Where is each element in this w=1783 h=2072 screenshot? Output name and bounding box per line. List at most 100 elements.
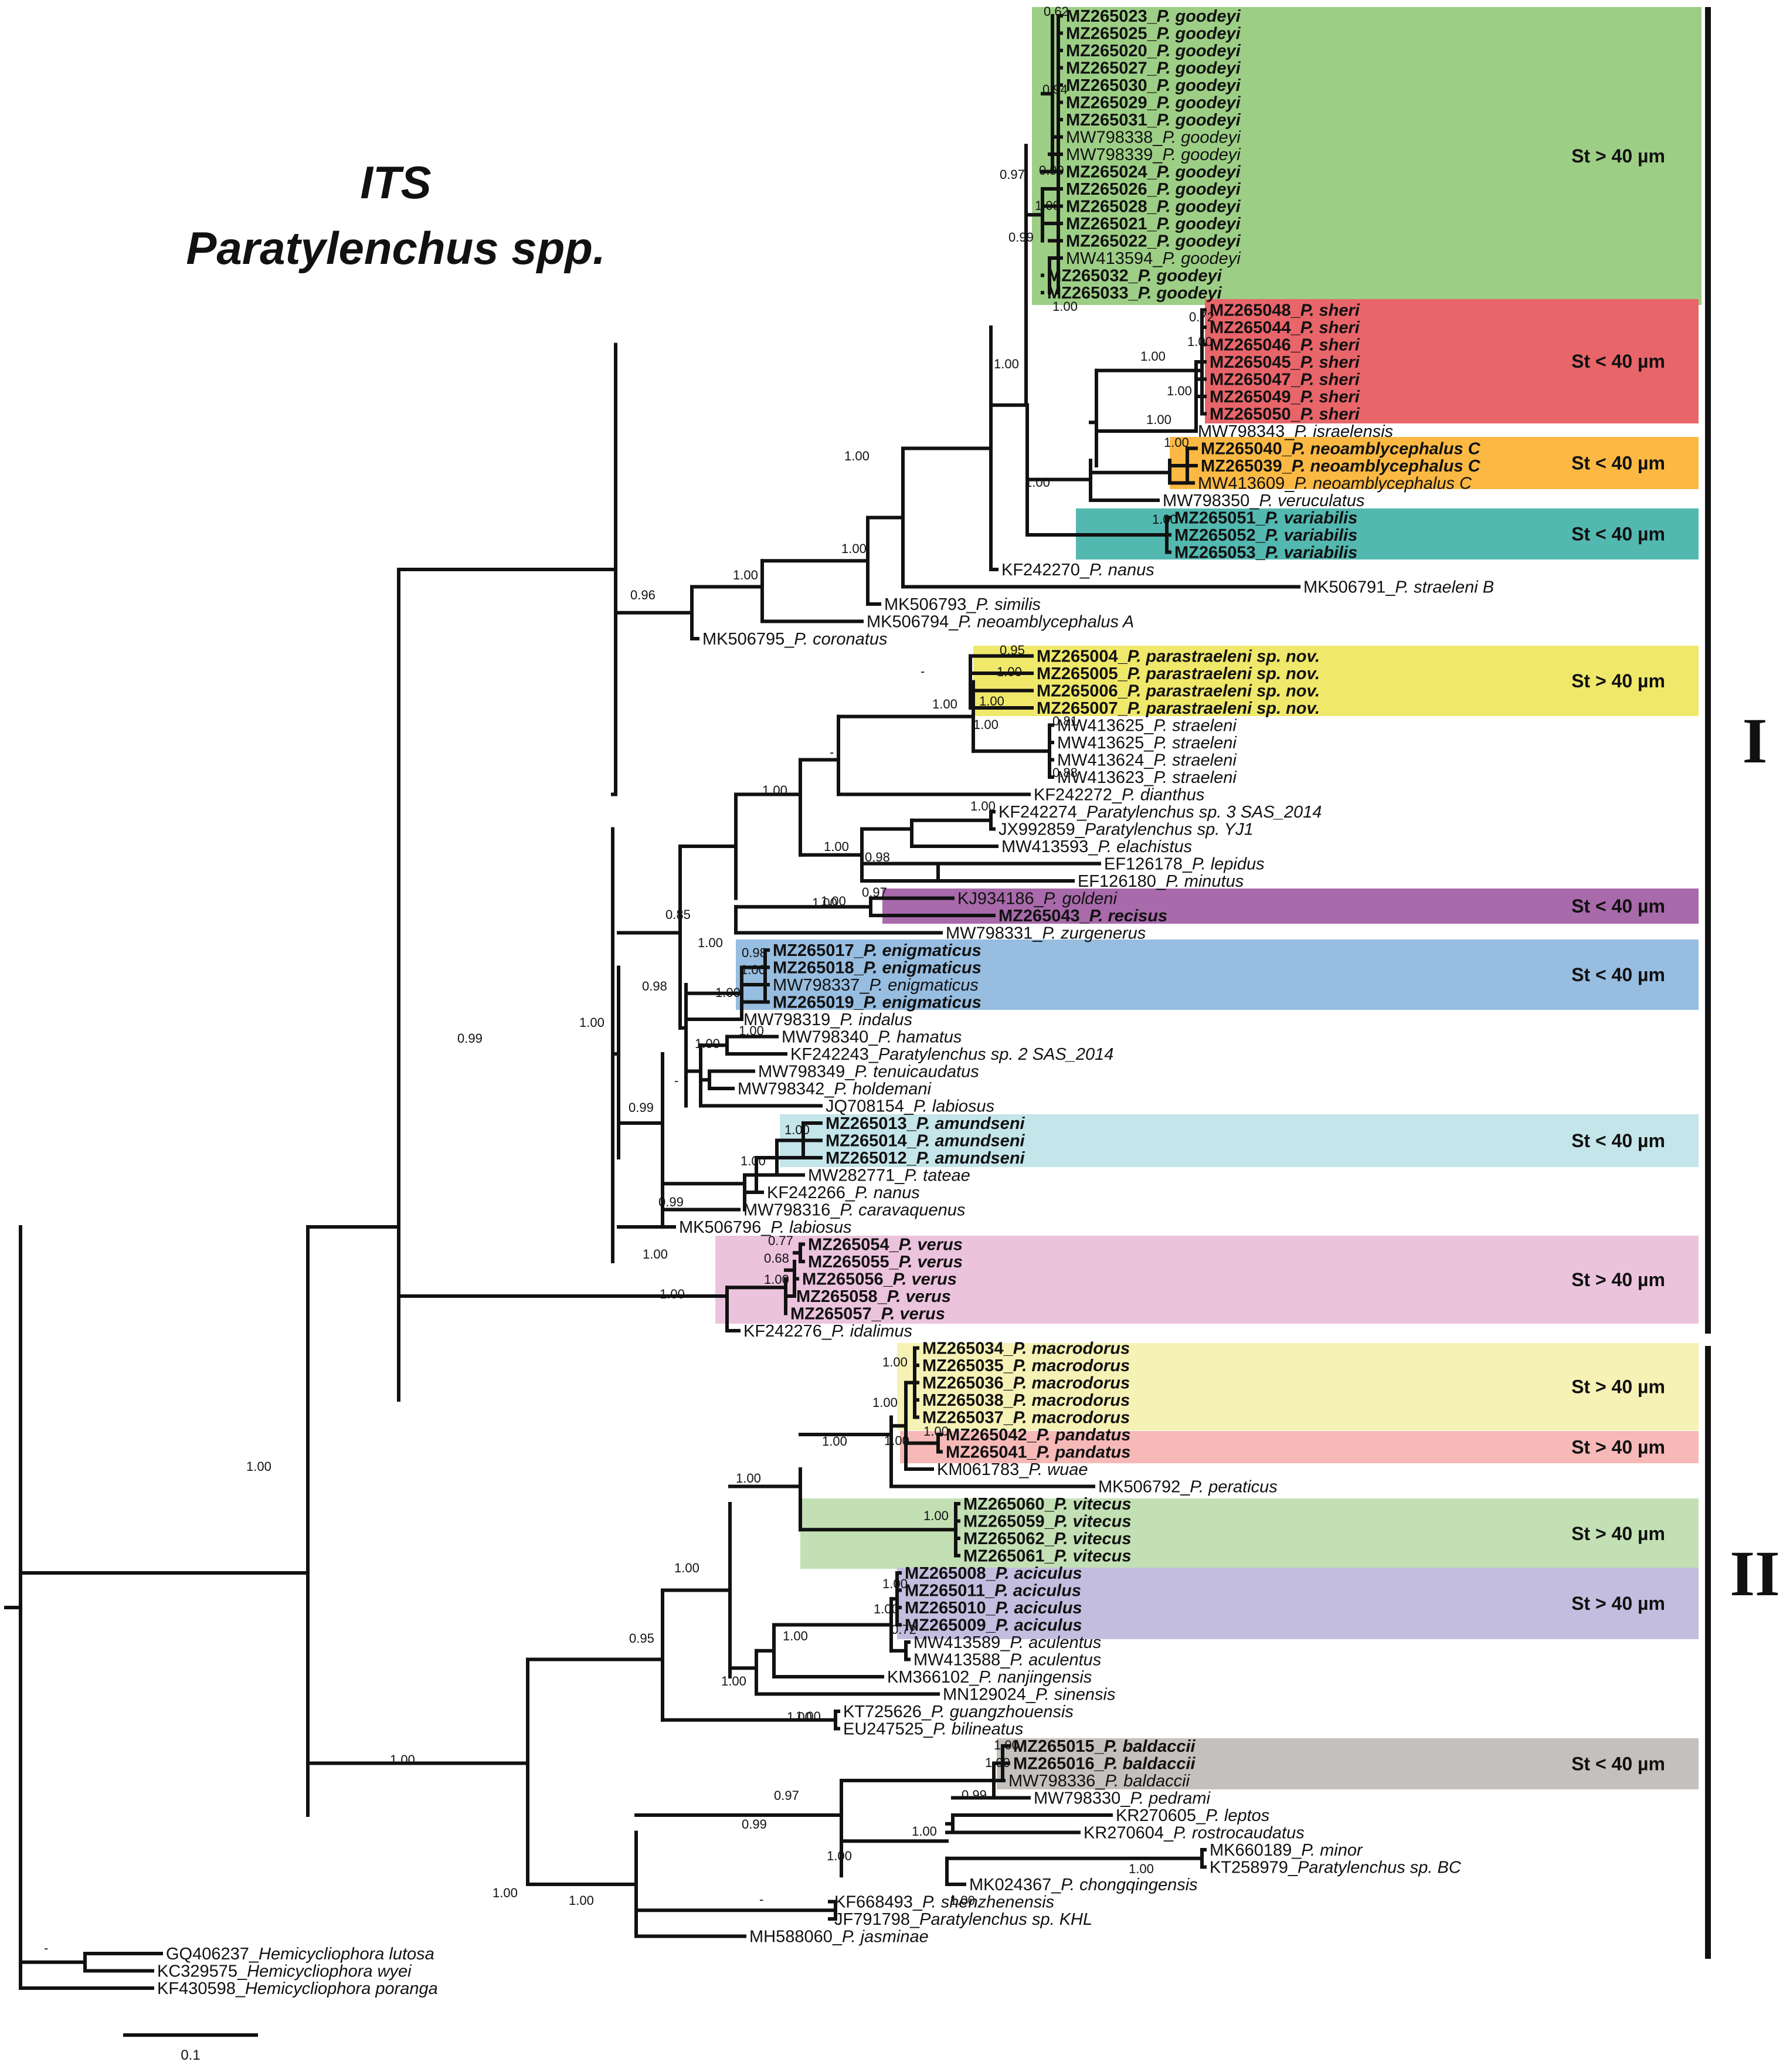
tip-label: MZ265021_P. goodeyi <box>1066 215 1241 233</box>
support-value: 0.96 <box>630 588 656 602</box>
tip-species: P. goodeyi <box>1157 111 1241 130</box>
support-value: 0.99 <box>629 1100 654 1115</box>
tip-accession: KM061783_ <box>937 1460 1029 1479</box>
tip-label: MZ265007_P. parastraeleni sp. nov. <box>1037 699 1320 718</box>
tip-species: P. aciculus <box>996 1616 1082 1635</box>
tip-species: P. wuae <box>1028 1460 1088 1479</box>
tip-label: MW798338_P. goodeyi <box>1066 128 1241 147</box>
tip-label: MK024367_P. chongqingensis <box>969 1876 1198 1894</box>
support-value: 1.00 <box>1035 198 1060 213</box>
tip-species: P. veruculatus <box>1259 491 1364 510</box>
support-value: 1.00 <box>882 1576 908 1591</box>
tip-label: MZ265024_P. goodeyi <box>1066 163 1241 182</box>
tip-species: P. tenuicaudatus <box>854 1063 979 1081</box>
tip-accession: MW413589_ <box>913 1633 1010 1652</box>
clade-highlight-box <box>897 1343 1699 1430</box>
tip-accession: MW413594_ <box>1066 249 1163 268</box>
support-value: 1.00 <box>1164 435 1189 450</box>
tip-species: P. aculentus <box>1010 1651 1101 1670</box>
tip-label: KF430598_Hemicycliophora poranga <box>157 1979 438 1998</box>
tip-species: P. vitecus <box>1054 1495 1132 1514</box>
tip-label: MZ265020_P. goodeyi <box>1066 42 1241 60</box>
tip-label: JX992859_Paratylenchus sp. YJ1 <box>999 820 1254 839</box>
tip-label: MZ265029_P. goodeyi <box>1066 94 1241 113</box>
stylet-length-label: St < 40 µm <box>1571 453 1665 474</box>
tip-accession: MW798337_ <box>773 976 870 995</box>
tip-accession: MW798349_ <box>758 1063 855 1081</box>
tip-accession: KF242272_ <box>1034 786 1122 805</box>
tip-accession: MZ265018_ <box>773 959 864 978</box>
tip-accession: MW413593_ <box>1001 837 1098 856</box>
tip-label: JQ708154_P. labiosus <box>826 1097 994 1116</box>
clade-label-ii: II <box>1730 1538 1780 1609</box>
tip-species: P. verus <box>899 1236 963 1254</box>
tip-accession: MZ265061_ <box>963 1547 1055 1566</box>
tip-label: KF242276_P. idalimus <box>743 1322 912 1341</box>
clade-bar-ii <box>1705 1346 1711 1959</box>
support-value: 1.00 <box>844 449 870 463</box>
tip-accession: MZ265030_ <box>1066 76 1157 95</box>
tip-label: MW798343_P. israelensis <box>1198 422 1393 441</box>
tip-label: EU247525_P. bilineatus <box>843 1720 1023 1739</box>
tip-accession: MZ265022_ <box>1066 232 1157 251</box>
scale-bar-label: 0.1 <box>181 2047 200 2063</box>
tip-label: MK506794_P. neoamblycephalus A <box>867 613 1134 632</box>
tip-species: P. sinensis <box>1035 1686 1116 1704</box>
tip-label: MW798319_P. indalus <box>743 1010 912 1029</box>
tip-species: Paratylenchus sp. KHL <box>919 1910 1092 1929</box>
tip-species: P. goodeyi <box>1157 59 1241 78</box>
tip-species: P. baldaccii <box>1105 1772 1190 1790</box>
tip-label: MZ265032_P. goodeyi <box>1047 267 1222 286</box>
tip-species: P. vitecus <box>1054 1513 1132 1531</box>
support-value: 1.00 <box>979 694 1004 708</box>
tip-species: P. neoamblycephalus A <box>958 613 1134 632</box>
support-value: 0.99 <box>1008 230 1034 245</box>
tip-species: Hemicycliophora lutosa <box>259 1945 434 1964</box>
clade-highlight-box <box>780 1114 1699 1167</box>
tip-accession: MZ265015_ <box>1013 1737 1105 1756</box>
tip-label: MZ265041_P. pandatus <box>946 1443 1130 1462</box>
support-value: - <box>830 745 834 759</box>
tip-species: P. macrodorus <box>1013 1391 1130 1410</box>
stylet-length-label: St < 40 µm <box>1571 896 1665 917</box>
tip-label: MW413625_P. straeleni <box>1057 734 1237 752</box>
support-value: 1.00 <box>923 1508 949 1523</box>
tip-accession: MZ265035_ <box>922 1357 1014 1375</box>
support-value: - <box>921 664 925 679</box>
tip-label: KJ934186_P. goldeni <box>957 890 1118 908</box>
tip-label: MK506792_P. peraticus <box>1098 1478 1278 1497</box>
tip-label: MW798331_P. zurgenerus <box>946 924 1146 943</box>
highlight-boxes <box>715 7 1702 1789</box>
tip-accession: MZ265013_ <box>826 1114 917 1133</box>
tip-accession: MZ265056_ <box>802 1270 894 1289</box>
tip-label: MZ265023_P. goodeyi <box>1066 7 1241 26</box>
clade-highlight-box <box>900 1431 1699 1463</box>
tip-label: MW798339_P. goodeyi <box>1066 145 1241 164</box>
tip-species: P. elachistus <box>1098 837 1192 856</box>
tip-accession: KF242266_ <box>767 1183 855 1202</box>
tip-species: P. indalus <box>840 1010 912 1029</box>
support-value: 1.00 <box>1129 1861 1154 1876</box>
support-value: 0.62 <box>1044 4 1069 19</box>
support-value: 0.97 <box>862 885 887 900</box>
tip-species: P. straeleni <box>1153 751 1237 770</box>
tip-species: P. vitecus <box>1054 1530 1132 1548</box>
tip-accession: KF242274_ <box>999 803 1087 822</box>
tip-label: MZ265030_P. goodeyi <box>1066 76 1241 95</box>
tip-accession: EF126180_ <box>1078 872 1166 891</box>
tip-label: MZ265036_P. macrodorus <box>922 1374 1130 1393</box>
tip-species: Hemicycliophora poranga <box>245 1979 438 1998</box>
stylet-length-label: St > 40 µm <box>1571 670 1665 691</box>
tip-accession: MZ265029_ <box>1066 94 1157 113</box>
tip-species: P. recisus <box>1089 907 1167 925</box>
tip-accession: MW798343_ <box>1198 422 1295 441</box>
tip-accession: EU247525_ <box>843 1720 933 1739</box>
tip-label: MZ265018_P. enigmaticus <box>773 959 982 978</box>
tip-label: MZ265054_P. verus <box>808 1236 963 1254</box>
tip-accession: MZ265019_ <box>773 993 864 1012</box>
tip-species: P. caravaquenus <box>840 1201 965 1220</box>
tip-label: MZ265044_P. sheri <box>1210 318 1360 337</box>
tip-accession: MW798338_ <box>1066 128 1163 147</box>
tip-accession: KT725626_ <box>843 1703 932 1721</box>
